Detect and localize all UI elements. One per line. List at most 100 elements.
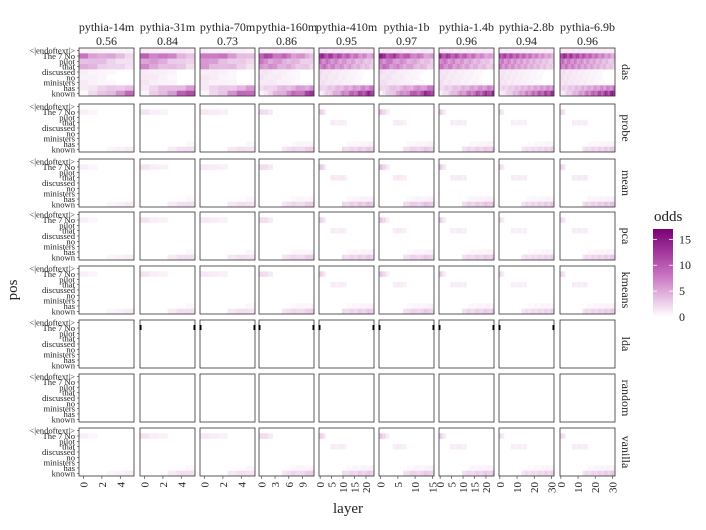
heatmap-cell <box>566 53 569 59</box>
heatmap-cell <box>341 254 345 261</box>
heatmap-cell <box>277 69 283 75</box>
heatmap-cell <box>541 146 544 153</box>
heatmap-cell <box>445 74 449 81</box>
heatmap-cell <box>590 58 593 65</box>
heatmap-cell <box>489 201 492 208</box>
heatmap-cell <box>550 249 553 255</box>
heatmap-cell <box>357 196 361 202</box>
heatmap-cell <box>441 217 444 223</box>
heatmap-cell <box>487 470 490 477</box>
heatmap-cell <box>480 249 483 255</box>
heatmap-cell <box>300 303 306 309</box>
heatmap-cell <box>455 48 458 54</box>
heatmap-cell <box>547 303 550 309</box>
heatmap-cell <box>502 69 505 75</box>
heatmap-cell <box>514 85 517 91</box>
heatmap-cell <box>281 48 287 54</box>
heatmap-cell <box>427 53 431 59</box>
heatmap-cell <box>200 80 210 86</box>
heatmap-cell <box>351 249 354 255</box>
heatmap-cell <box>519 228 522 234</box>
heatmap-cell <box>295 196 301 202</box>
heatmap-cell <box>601 53 604 59</box>
heatmap-cell <box>531 308 534 315</box>
heatmap-cell <box>575 175 578 181</box>
heatmap-cell <box>533 254 536 261</box>
heatmap-cell <box>536 85 539 91</box>
heatmap-cell <box>500 69 503 75</box>
heatmap-panel <box>139 103 196 153</box>
heatmap-cell <box>341 48 345 54</box>
heatmap-cell <box>531 53 534 59</box>
heatmap-cell <box>541 90 544 97</box>
heatmap-cell <box>364 85 368 91</box>
heatmap-cell <box>578 444 581 450</box>
heatmap-cell <box>360 58 363 65</box>
heatmap-cell <box>545 48 548 54</box>
heatmap-cell <box>471 308 474 315</box>
heatmap-cell <box>115 308 126 315</box>
heatmap-cell <box>594 201 597 208</box>
heatmap-cell <box>357 303 361 309</box>
heatmap-cell <box>392 53 397 59</box>
heatmap-cell <box>548 48 551 54</box>
heatmap-cell <box>502 85 505 91</box>
heatmap-cell <box>362 48 366 54</box>
heatmap-cell <box>584 58 586 65</box>
heatmap-cell <box>477 58 481 65</box>
heatmap-cell <box>337 175 340 181</box>
heatmap-cell <box>609 48 612 54</box>
heatmap-cell <box>516 120 519 126</box>
heatmap-cell <box>452 64 456 70</box>
layer-tick-label: 5 <box>393 482 405 488</box>
heatmap-cell <box>499 109 501 115</box>
heatmap-cell <box>403 470 407 477</box>
heatmap-cell <box>473 254 476 261</box>
heatmap-cell <box>389 80 393 86</box>
position-tick-label: pilot <box>59 436 75 446</box>
heatmap-cell <box>547 254 550 261</box>
heatmap-cell <box>548 146 551 153</box>
heatmap-cell <box>482 201 486 208</box>
heatmap-cell <box>528 249 531 255</box>
heatmap-cell <box>423 470 428 477</box>
heatmap-cell <box>585 175 588 181</box>
heatmap-cell <box>200 48 210 54</box>
heatmap-cell <box>362 90 366 97</box>
heatmap-cell <box>611 470 614 477</box>
heatmap-cell <box>461 201 465 208</box>
heatmap-panel <box>199 211 256 261</box>
heatmap-cell <box>379 69 383 75</box>
heatmap-cell <box>389 85 393 91</box>
heatmap-cell <box>200 53 210 59</box>
heatmap-cell <box>319 64 322 70</box>
heatmap-cell <box>218 69 228 75</box>
heatmap-cell <box>227 85 237 91</box>
heatmap-cell <box>526 308 529 315</box>
panel-border <box>559 158 616 208</box>
heatmap-cell <box>236 254 247 261</box>
heatmap-cell <box>379 74 383 81</box>
heatmap-cell <box>507 74 510 81</box>
heatmap-cell <box>300 58 306 65</box>
heatmap-cell <box>369 48 372 54</box>
heatmap-panel <box>199 319 256 369</box>
heatmap-cell <box>332 74 336 81</box>
heatmap-cell <box>332 53 336 59</box>
heatmap-cell <box>323 85 327 91</box>
heatmap-cell <box>344 175 347 181</box>
heatmap-cell <box>439 64 442 70</box>
heatmap-cell <box>502 217 505 223</box>
heatmap-cell <box>259 90 264 97</box>
heatmap-cell <box>489 470 492 477</box>
heatmap-panel <box>258 427 315 477</box>
heatmap-cell <box>529 85 532 91</box>
heatmap-cell <box>321 80 324 86</box>
heatmap-cell <box>430 196 435 202</box>
heatmap-cell <box>608 465 611 471</box>
heatmap-cell <box>291 58 296 65</box>
heatmap-cell <box>330 228 333 234</box>
heatmap-cell <box>521 228 524 234</box>
heatmap-panel <box>78 47 135 97</box>
heatmap-cell <box>227 146 237 153</box>
